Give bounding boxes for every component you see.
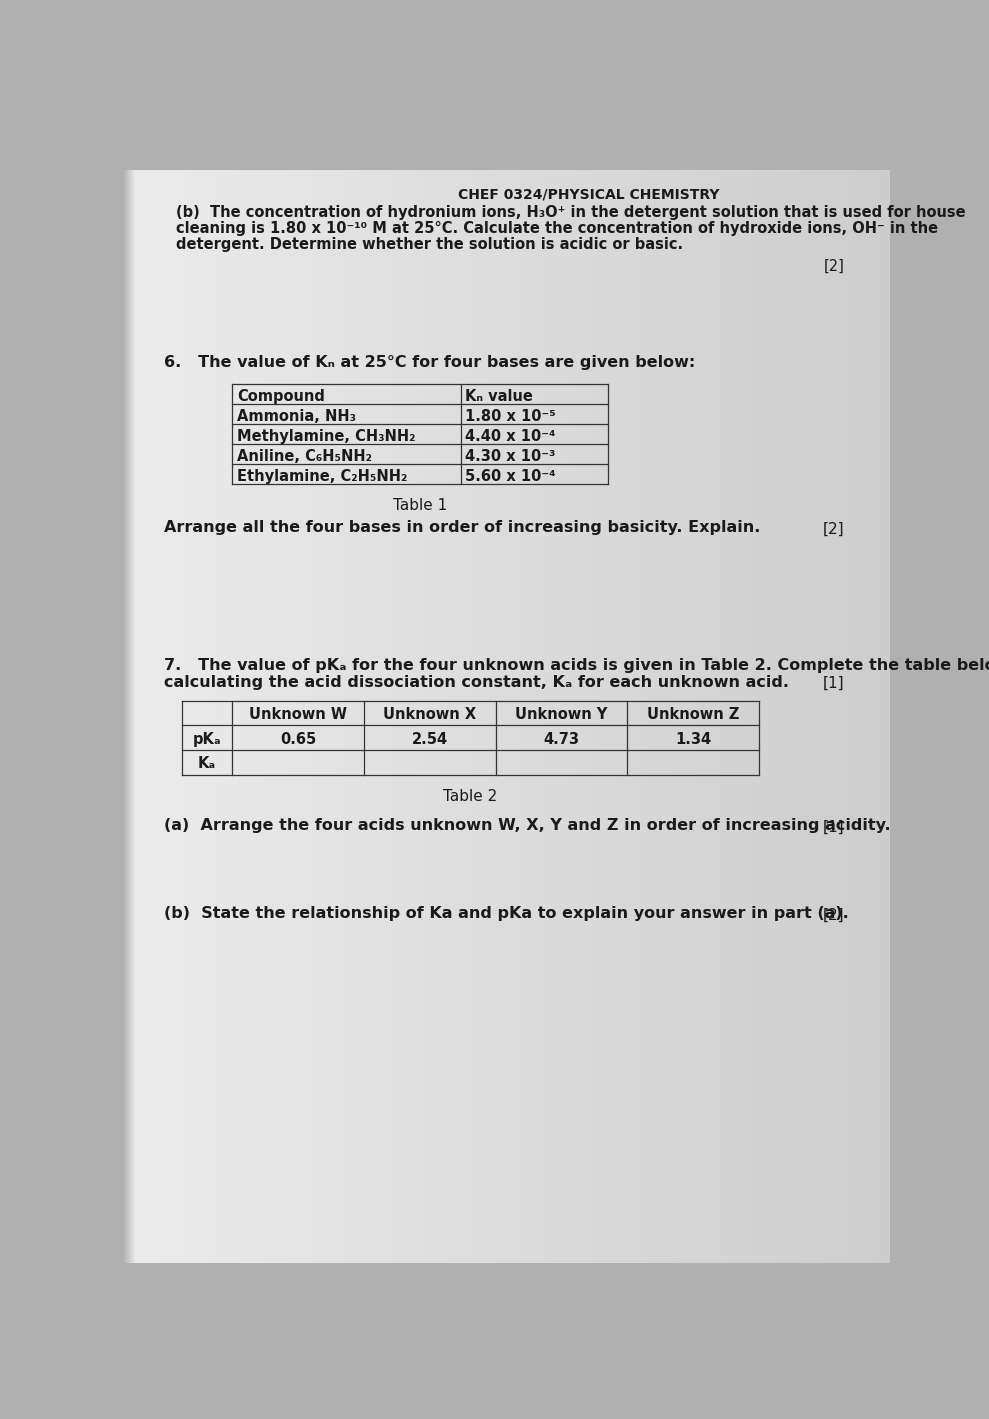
- Bar: [558, 170, 571, 1263]
- Bar: [392, 170, 405, 1263]
- Bar: [532, 170, 545, 1263]
- Text: Unknown X: Unknown X: [383, 707, 477, 722]
- Text: Kₐ: Kₐ: [198, 756, 216, 772]
- Text: Arrange all the four bases in order of increasing basicity. Explain.: Arrange all the four bases in order of i…: [164, 519, 761, 535]
- Text: Unknown Z: Unknown Z: [647, 707, 740, 722]
- Bar: [430, 170, 443, 1263]
- Bar: [698, 170, 711, 1263]
- Bar: [801, 170, 813, 1263]
- Text: 4.30 x 10⁻³: 4.30 x 10⁻³: [466, 448, 556, 464]
- Bar: [417, 170, 430, 1263]
- Text: 4.73: 4.73: [544, 732, 580, 746]
- Bar: [251, 170, 264, 1263]
- Text: Ammonia, NH₃: Ammonia, NH₃: [236, 409, 356, 424]
- Text: [1]: [1]: [823, 675, 845, 691]
- Bar: [264, 170, 277, 1263]
- Bar: [839, 170, 852, 1263]
- Bar: [673, 170, 685, 1263]
- Text: Methylamine, CH₃NH₂: Methylamine, CH₃NH₂: [236, 429, 415, 444]
- Text: 1.80 x 10⁻⁵: 1.80 x 10⁻⁵: [466, 409, 556, 424]
- Bar: [354, 170, 366, 1263]
- Text: Unknown W: Unknown W: [249, 707, 347, 722]
- Text: pKₐ: pKₐ: [193, 732, 222, 746]
- Bar: [315, 170, 328, 1263]
- Text: [1]: [1]: [823, 819, 845, 834]
- Bar: [405, 170, 417, 1263]
- Bar: [290, 170, 303, 1263]
- Bar: [750, 170, 763, 1263]
- Bar: [763, 170, 775, 1263]
- Bar: [711, 170, 724, 1263]
- Text: Ethylamine, C₂H₅NH₂: Ethylamine, C₂H₅NH₂: [236, 470, 407, 484]
- Bar: [571, 170, 584, 1263]
- Bar: [813, 170, 826, 1263]
- Bar: [366, 170, 379, 1263]
- Text: (a)  Arrange the four acids unknown W, X, Y and Z in order of increasing acidity: (a) Arrange the four acids unknown W, X,…: [164, 817, 890, 833]
- Text: 5.60 x 10⁻⁴: 5.60 x 10⁻⁴: [466, 470, 556, 484]
- Bar: [469, 170, 482, 1263]
- Text: calculating the acid dissociation constant, Kₐ for each unknown acid.: calculating the acid dissociation consta…: [164, 675, 789, 691]
- Bar: [635, 170, 648, 1263]
- Bar: [175, 170, 188, 1263]
- Bar: [162, 170, 175, 1263]
- Bar: [328, 170, 341, 1263]
- Text: 1.34: 1.34: [675, 732, 711, 746]
- Bar: [519, 170, 532, 1263]
- Bar: [188, 170, 200, 1263]
- Text: 7.   The value of pKₐ for the four unknown acids is given in Table 2. Complete t: 7. The value of pKₐ for the four unknown…: [164, 658, 989, 674]
- Bar: [443, 170, 456, 1263]
- Text: Aniline, C₆H₅NH₂: Aniline, C₆H₅NH₂: [236, 448, 372, 464]
- Bar: [584, 170, 596, 1263]
- Bar: [685, 170, 698, 1263]
- Bar: [149, 170, 162, 1263]
- Bar: [852, 170, 864, 1263]
- Bar: [609, 170, 622, 1263]
- Bar: [661, 170, 673, 1263]
- Bar: [788, 170, 801, 1263]
- Bar: [826, 170, 839, 1263]
- Text: (b)  State the relationship of Ka and pKa to explain your answer in part (a).: (b) State the relationship of Ka and pKa…: [164, 907, 849, 921]
- Text: Table 2: Table 2: [443, 789, 497, 803]
- Bar: [124, 170, 136, 1263]
- Bar: [775, 170, 788, 1263]
- Text: Unknown Y: Unknown Y: [515, 707, 607, 722]
- Bar: [379, 170, 392, 1263]
- Bar: [482, 170, 494, 1263]
- Bar: [864, 170, 877, 1263]
- Bar: [456, 170, 469, 1263]
- Text: Kₙ value: Kₙ value: [466, 389, 533, 404]
- Text: [2]: [2]: [823, 521, 845, 536]
- Bar: [494, 170, 507, 1263]
- Text: CHEF 0324/PHYSICAL CHEMISTRY: CHEF 0324/PHYSICAL CHEMISTRY: [458, 187, 719, 201]
- Bar: [200, 170, 213, 1263]
- Text: 2.54: 2.54: [411, 732, 448, 746]
- Bar: [724, 170, 737, 1263]
- Bar: [238, 170, 251, 1263]
- Bar: [545, 170, 558, 1263]
- Text: Table 1: Table 1: [393, 498, 447, 514]
- Bar: [303, 170, 315, 1263]
- Bar: [737, 170, 750, 1263]
- Bar: [877, 170, 890, 1263]
- Bar: [213, 170, 225, 1263]
- Bar: [136, 170, 149, 1263]
- Text: 0.65: 0.65: [280, 732, 316, 746]
- Bar: [596, 170, 609, 1263]
- Text: cleaning is 1.80 x 10⁻¹⁰ M at 25°C. Calculate the concentration of hydroxide ion: cleaning is 1.80 x 10⁻¹⁰ M at 25°C. Calc…: [176, 221, 939, 236]
- Text: Compound: Compound: [236, 389, 324, 404]
- Text: (b)  The concentration of hydronium ions, H₃O⁺ in the detergent solution that is: (b) The concentration of hydronium ions,…: [176, 204, 966, 220]
- Bar: [277, 170, 290, 1263]
- Text: 6.   The value of Kₙ at 25°C for four bases are given below:: 6. The value of Kₙ at 25°C for four base…: [164, 355, 695, 370]
- Bar: [225, 170, 238, 1263]
- Bar: [507, 170, 519, 1263]
- Text: 4.40 x 10⁻⁴: 4.40 x 10⁻⁴: [466, 429, 556, 444]
- Bar: [648, 170, 661, 1263]
- Bar: [341, 170, 354, 1263]
- Bar: [622, 170, 635, 1263]
- Text: [2]: [2]: [824, 258, 845, 274]
- Text: [2]: [2]: [823, 908, 845, 922]
- Text: detergent. Determine whether the solution is acidic or basic.: detergent. Determine whether the solutio…: [176, 237, 683, 253]
